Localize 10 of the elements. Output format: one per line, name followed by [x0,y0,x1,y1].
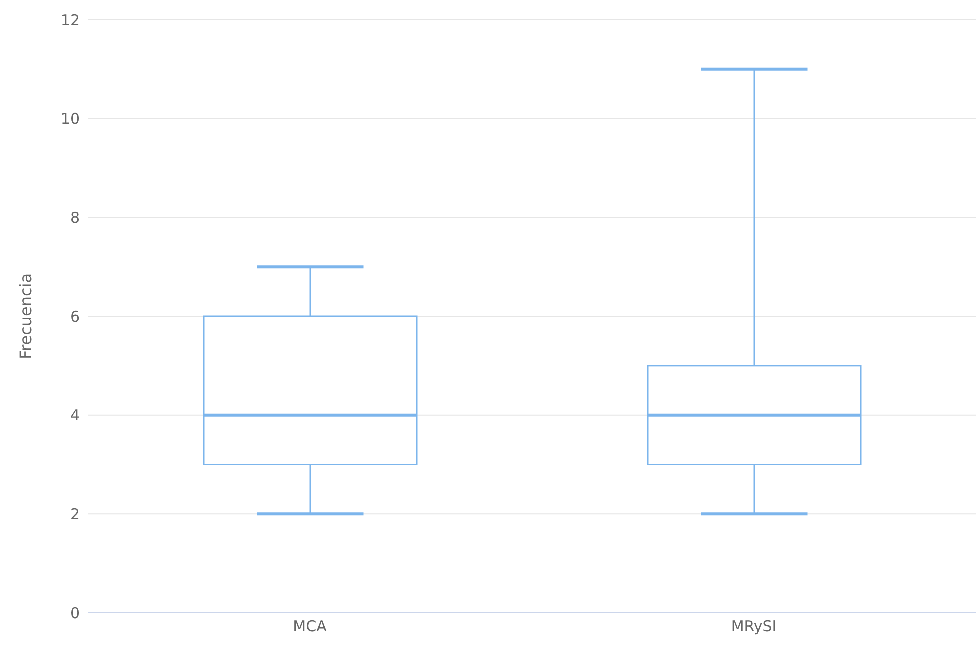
y-tick-label: 12 [60,11,80,30]
y-tick-label: 4 [70,406,80,425]
x-tick-label: MCA [293,618,328,636]
y-axis-title: Frecuencia [16,273,36,360]
y-tick-label: 10 [60,110,80,128]
y-tick-label: 0 [70,604,80,622]
x-tick-label: MRySI [731,618,777,636]
y-tick-label: 2 [70,505,80,524]
y-tick-label: 6 [70,308,80,326]
y-tick-label: 8 [70,208,80,227]
